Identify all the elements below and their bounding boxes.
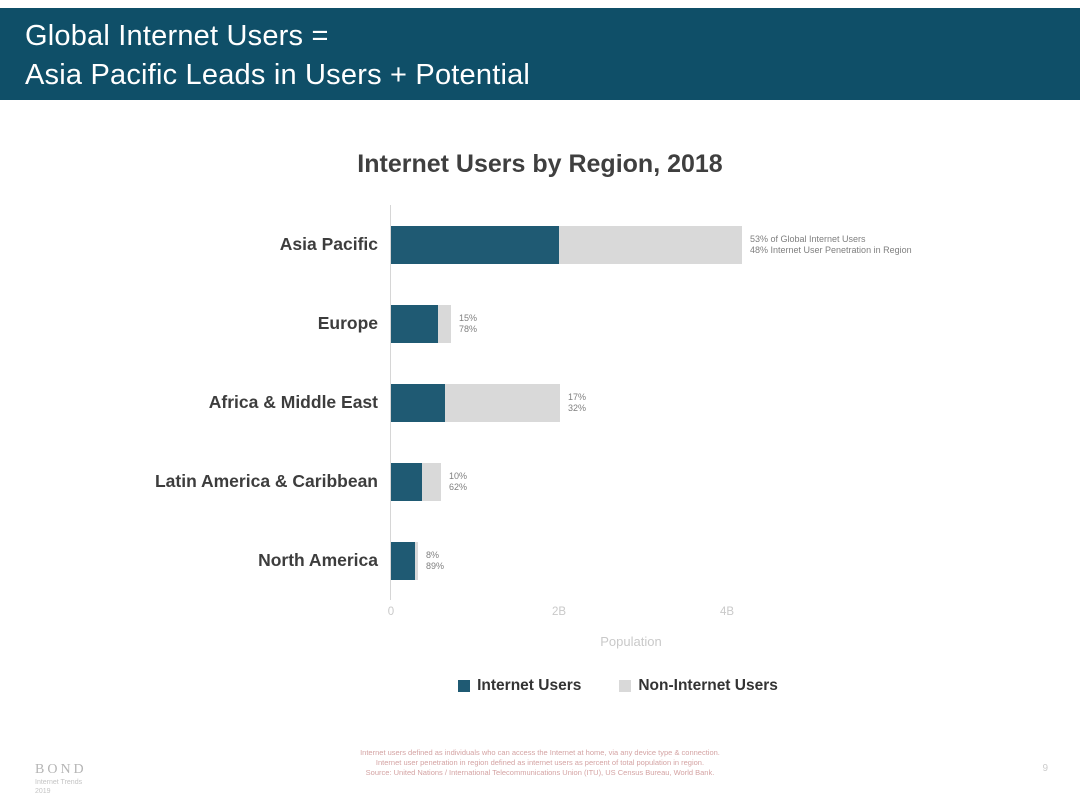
legend-label-internet-users: Internet Users (477, 677, 582, 694)
bar-track: 17% 32% (390, 383, 586, 422)
annotation-line2: 32% (568, 402, 587, 413)
region-label-africa-middle-east: Africa & Middle East (208, 392, 378, 412)
bar-chart: Asia Pacific 53% of Global Internet User… (0, 205, 1080, 649)
region-label-north-america: North America (258, 550, 378, 570)
chart-row-africa-middle-east: Africa & Middle East 17% 32% (0, 363, 1080, 442)
annotation-line1: 8% (426, 549, 440, 560)
header-title-line2: Asia Pacific Leads in Users + Potential (25, 59, 531, 91)
annotation-line2: 48% Internet User Penetration in Region (750, 244, 912, 255)
source-line-1: Internet users defined as individuals wh… (360, 748, 720, 757)
bar-track: 53% of Global Internet Users 48% Interne… (390, 225, 912, 264)
bar-internet-users-latin-america-caribbean (390, 462, 422, 501)
bar-annotation-north-america: 8% 89% (426, 550, 444, 572)
source-note: Internet users defined as individuals wh… (230, 748, 850, 778)
chart-title: Internet Users by Region, 2018 (357, 150, 723, 178)
bar-non-internet-users-asia-pacific (559, 225, 742, 264)
x-tick-4b: 4B (719, 606, 735, 618)
annotation-line1: 53% of Global Internet Users (750, 233, 866, 244)
bar-internet-users-africa-middle-east (390, 383, 445, 422)
bar-non-internet-users-north-america (415, 541, 418, 580)
bar-internet-users-europe (390, 304, 438, 343)
source-line-3: Source: United Nations / International T… (365, 768, 715, 777)
bar-track: 15% 78% (390, 304, 477, 343)
header-title-line1: Global Internet Users = (25, 20, 329, 52)
annotation-line1: 15% (459, 312, 478, 323)
chart-row-asia-pacific: Asia Pacific 53% of Global Internet User… (0, 205, 1080, 284)
bar-non-internet-users-latin-america-caribbean (422, 462, 441, 501)
bar-internet-users-asia-pacific (390, 225, 559, 264)
slide-header: Global Internet Users = Asia Pacific Lea… (0, 8, 1080, 100)
y-axis-line (390, 205, 391, 600)
bar-track: 10% 62% (390, 462, 467, 501)
region-label-latin-america-caribbean: Latin America & Caribbean (154, 471, 378, 491)
source-line-2: Internet user penetration in region defi… (375, 758, 705, 767)
bar-annotation-latin-america-caribbean: 10% 62% (449, 471, 467, 493)
region-label-asia-pacific: Asia Pacific (279, 234, 378, 254)
legend-item-internet-users: Internet Users (458, 677, 581, 695)
bar-non-internet-users-africa-middle-east (445, 383, 560, 422)
annotation-line1: 17% (568, 391, 587, 402)
legend-swatch-non-internet-users (619, 680, 632, 692)
annotation-line2: 78% (459, 323, 478, 334)
annotation-line1: 10% (449, 470, 468, 481)
bar-track: 8% 89% (390, 541, 444, 580)
x-axis: 0 2B 4B (387, 606, 1080, 622)
x-tick-0: 0 (387, 606, 395, 618)
bar-annotation-europe: 15% 78% (459, 313, 477, 335)
chart-row-latin-america-caribbean: Latin America & Caribbean 10% 62% (0, 442, 1080, 521)
chart-row-north-america: North America 8% 89% (0, 521, 1080, 600)
brand-subtitle-1: Internet Trends (35, 779, 83, 786)
bar-non-internet-users-europe (438, 304, 451, 343)
legend-item-non-internet-users: Non-Internet Users (619, 677, 778, 695)
x-tick-2b: 2B (551, 606, 567, 618)
legend-swatch-internet-users (458, 680, 471, 692)
annotation-line2: 62% (449, 481, 468, 492)
bar-annotation-africa-middle-east: 17% 32% (568, 392, 586, 414)
brand-name: BOND (35, 762, 87, 777)
bar-annotation-asia-pacific: 53% of Global Internet Users 48% Interne… (750, 234, 912, 256)
x-axis-label: Population (600, 634, 662, 649)
annotation-line2: 89% (426, 560, 445, 571)
chart-legend: Internet Users Non-Internet Users (78, 677, 1080, 695)
bar-internet-users-north-america (390, 541, 415, 580)
slide-footer: Internet users defined as individuals wh… (0, 748, 1080, 804)
brand-logo: BOND Internet Trends 2019 (35, 762, 87, 796)
page-number: 9 (1042, 763, 1048, 774)
brand-subtitle-2: 2019 (35, 788, 51, 795)
region-label-europe: Europe (317, 313, 378, 333)
chart-row-europe: Europe 15% 78% (0, 284, 1080, 363)
legend-label-non-internet-users: Non-Internet Users (638, 677, 778, 694)
